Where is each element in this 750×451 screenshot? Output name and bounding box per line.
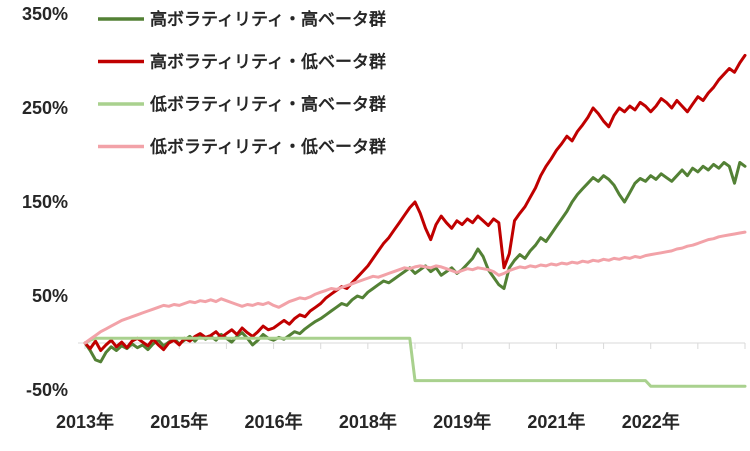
x-axis-labels: 2013年 2015年 2016年 2018年 2019年 2021年 2022年: [56, 411, 680, 432]
legend-label: 高ボラティリティ・高ベータ群: [150, 9, 386, 29]
x-tick-label: 2018年: [339, 411, 397, 432]
legend-label: 高ボラティリティ・低ベータ群: [150, 52, 386, 72]
y-tick-label: -50%: [26, 380, 68, 400]
y-axis-labels: 350% 250% 150% 50% -50%: [22, 4, 68, 400]
x-tick-label: 2022年: [622, 411, 680, 432]
x-tick-label: 2016年: [245, 411, 303, 432]
series-line-3: [83, 230, 747, 345]
x-axis-ticks: [84, 343, 746, 349]
x-tick-label: 2021年: [527, 411, 585, 432]
x-tick-label: 2013年: [56, 411, 114, 432]
series-line-1: [83, 53, 747, 352]
legend-label: 低ボラティリティ・高ベータ群: [149, 94, 386, 114]
y-tick-label: 50%: [32, 286, 68, 306]
y-tick-label: 150%: [22, 192, 68, 212]
legend: 高ボラティリティ・高ベータ群高ボラティリティ・低ベータ群低ボラティリティ・高ベー…: [98, 9, 386, 157]
y-tick-label: 350%: [22, 4, 68, 24]
x-tick-label: 2015年: [150, 411, 208, 432]
x-tick-label: 2019年: [433, 411, 491, 432]
series-lines: [83, 53, 747, 388]
legend-label: 低ボラティリティ・低ベータ群: [149, 137, 386, 157]
y-tick-label: 250%: [22, 98, 68, 118]
series-line-2: [83, 336, 747, 388]
series-line-0: [83, 161, 747, 364]
